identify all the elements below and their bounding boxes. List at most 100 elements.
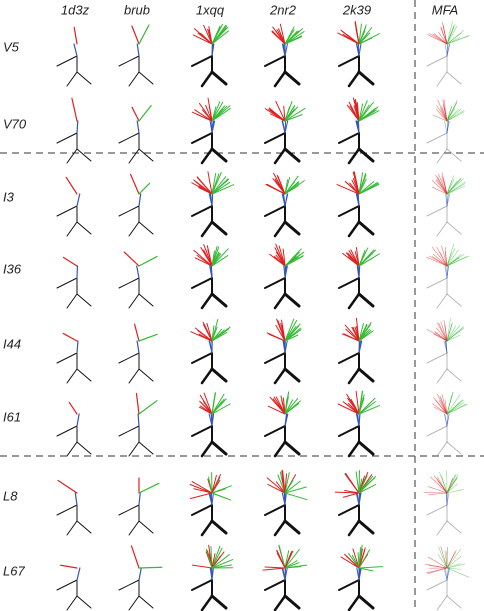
bond <box>76 413 80 427</box>
bond <box>431 256 448 267</box>
bond <box>284 329 302 342</box>
bond <box>343 333 360 342</box>
bond <box>264 425 286 437</box>
row-label: L67 <box>3 563 25 578</box>
bond <box>280 395 286 415</box>
bond <box>191 564 213 569</box>
bond <box>355 317 360 342</box>
bond <box>446 181 467 195</box>
bond <box>66 71 78 87</box>
bond <box>440 27 448 45</box>
bond <box>446 394 461 415</box>
bond <box>56 277 78 289</box>
bond <box>210 193 213 207</box>
bond <box>446 550 457 569</box>
bond <box>284 564 308 569</box>
bond <box>441 172 448 195</box>
bond <box>338 132 360 144</box>
bond <box>357 220 375 236</box>
bond <box>284 492 308 501</box>
bond <box>338 504 360 516</box>
bond <box>264 132 286 144</box>
bond <box>211 492 229 500</box>
bond <box>262 567 286 571</box>
bond <box>284 106 295 122</box>
bond <box>210 545 213 569</box>
bond <box>278 28 286 45</box>
bond <box>211 474 217 494</box>
bond <box>425 563 448 569</box>
bond <box>426 425 448 437</box>
bond <box>284 400 301 415</box>
bond <box>284 30 298 45</box>
bond <box>344 180 360 195</box>
bond <box>211 172 217 195</box>
bond <box>211 393 225 415</box>
bond <box>138 105 152 122</box>
bond <box>441 245 448 267</box>
bond <box>210 220 228 236</box>
bond <box>445 265 448 279</box>
bond <box>440 108 448 122</box>
bond <box>355 413 360 427</box>
bond <box>446 101 458 122</box>
bond <box>283 340 286 354</box>
bond <box>358 567 374 572</box>
bond <box>74 492 78 506</box>
column-header: 2nr2 <box>269 2 297 17</box>
bond <box>426 256 448 267</box>
bond <box>438 322 448 342</box>
bond <box>284 179 289 195</box>
bond <box>444 247 448 267</box>
bond <box>426 579 448 591</box>
bond <box>138 221 154 235</box>
bond <box>284 181 300 195</box>
bond <box>284 479 294 494</box>
bond <box>211 328 230 342</box>
bond <box>62 256 78 267</box>
bond <box>138 566 163 569</box>
bond <box>445 193 448 207</box>
bond <box>201 109 213 122</box>
bond <box>118 205 140 217</box>
bond <box>338 579 360 591</box>
bond <box>446 477 458 494</box>
bond <box>138 71 154 85</box>
bond <box>437 554 448 569</box>
bond <box>446 26 454 45</box>
bond <box>281 120 286 134</box>
bond <box>138 193 142 207</box>
bond <box>211 398 227 415</box>
bond <box>191 205 213 217</box>
bond <box>426 132 448 144</box>
bond <box>358 566 383 569</box>
bond <box>350 249 360 267</box>
bond <box>446 334 461 342</box>
bond <box>437 176 448 195</box>
bond <box>446 148 462 162</box>
bond <box>209 265 213 279</box>
bond <box>446 35 470 45</box>
bond <box>432 253 448 267</box>
bond <box>273 292 287 310</box>
bond <box>199 400 213 415</box>
bond <box>338 277 360 289</box>
bond <box>200 147 214 165</box>
bond <box>358 103 364 122</box>
bond <box>264 504 286 516</box>
bond <box>446 185 466 195</box>
bond <box>427 34 448 45</box>
bond <box>211 181 231 195</box>
bond <box>267 405 286 415</box>
bond <box>446 413 450 427</box>
bond <box>358 544 363 569</box>
bond <box>207 171 213 195</box>
bond <box>357 147 375 163</box>
bond <box>442 24 448 45</box>
bond <box>356 193 360 207</box>
bond <box>138 24 150 45</box>
bond <box>357 70 375 86</box>
bond <box>60 564 78 569</box>
bond <box>56 205 78 217</box>
bond <box>358 106 379 122</box>
